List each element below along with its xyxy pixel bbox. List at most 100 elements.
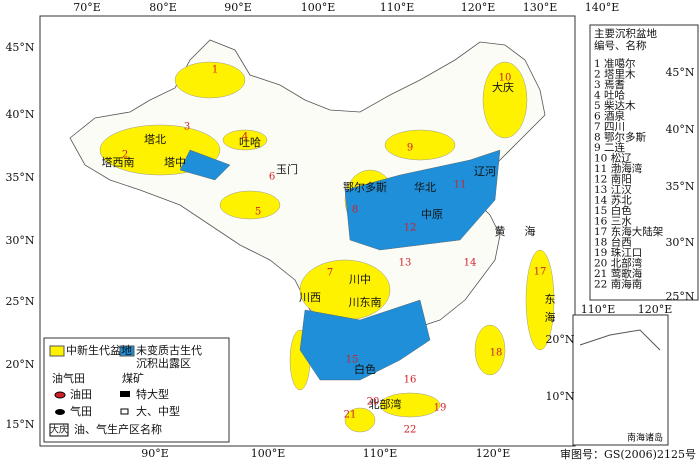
legend-swatch bbox=[119, 345, 135, 357]
inset-coast bbox=[579, 329, 661, 351]
lat-label: 30°N bbox=[5, 234, 34, 247]
list-item: 19 珠江口 bbox=[594, 246, 642, 259]
basin-number: 17 bbox=[534, 267, 547, 278]
list-title: 编号、名称 bbox=[594, 39, 647, 52]
lat-label: 15°N bbox=[5, 418, 34, 431]
list-item: 3 焉耆 bbox=[594, 79, 625, 91]
list-item: 9 二连 bbox=[594, 141, 626, 154]
basin-number: 19 bbox=[434, 403, 447, 414]
lon-label: 70°E bbox=[73, 1, 101, 14]
lon-label: 130°E bbox=[523, 1, 558, 14]
legend-text: 油田 bbox=[70, 387, 92, 401]
lon-label: 90°E bbox=[224, 1, 252, 14]
basin-number: 7 bbox=[327, 268, 333, 279]
lon-label: 100°E bbox=[251, 447, 286, 460]
basin-number: 11 bbox=[454, 180, 467, 191]
basin-number: 10 bbox=[499, 73, 512, 84]
inset-label: 120°E bbox=[638, 303, 673, 316]
list-item: 12 南阳 bbox=[594, 173, 632, 186]
list-item: 7 四川 bbox=[594, 121, 625, 133]
legend-text: 油气田 bbox=[52, 371, 85, 385]
legend-gas bbox=[55, 409, 65, 415]
inset-label: 20°N bbox=[545, 333, 574, 346]
list-item: 5 柴达木 bbox=[594, 99, 636, 112]
basin-number: 3 bbox=[184, 122, 190, 133]
list-item: 21 莺歌海 bbox=[594, 267, 643, 280]
inset-frame bbox=[572, 314, 669, 446]
lat-label: 35°N bbox=[665, 180, 694, 193]
lat-label: 20°N bbox=[5, 358, 34, 371]
list-item: 16 三水 bbox=[594, 216, 632, 228]
legend-example-box bbox=[49, 423, 69, 437]
list-item: 17 东海大陆架 bbox=[594, 225, 664, 238]
map-label: 海 bbox=[525, 224, 536, 238]
map-label: 塔西南 bbox=[102, 156, 135, 169]
list-item: 15 白色 bbox=[594, 204, 632, 217]
legend-box bbox=[43, 337, 230, 443]
basin-number: 6 bbox=[269, 172, 275, 183]
lat-label: 40°N bbox=[5, 108, 34, 121]
map-label: 华北 bbox=[414, 180, 436, 194]
lat-label: 45°N bbox=[5, 41, 34, 54]
basin-number: 12 bbox=[404, 223, 417, 234]
basin-number: 2 bbox=[122, 150, 128, 161]
basin-number: 1 bbox=[212, 65, 218, 76]
list-item: 8 鄂尔多斯 bbox=[594, 131, 647, 144]
inset-label: 110°E bbox=[581, 303, 616, 316]
list-item: 1 准噶尔 bbox=[594, 57, 636, 70]
map-label: 大庆 bbox=[492, 80, 514, 94]
map-label: 塔北 bbox=[144, 133, 166, 146]
list-item: 10 松辽 bbox=[594, 152, 632, 165]
basin-list-box bbox=[589, 24, 699, 301]
legend-text: 大、中型 bbox=[136, 404, 180, 418]
basin-number: 22 bbox=[404, 425, 417, 436]
legend-coal-huge bbox=[120, 391, 130, 397]
basin-number: 21 bbox=[344, 410, 357, 421]
legend-text: 沉积出露区 bbox=[136, 356, 191, 370]
inset-label: 10°N bbox=[545, 390, 574, 403]
legend-text: 中新生代盆地 bbox=[66, 343, 132, 357]
list-item: 4 吐哈 bbox=[594, 89, 626, 102]
basin-number: 14 bbox=[464, 258, 477, 269]
basin-number: 8 bbox=[352, 205, 358, 216]
legend-oil bbox=[54, 391, 66, 399]
legend-text: 油、气生产区名称 bbox=[74, 422, 162, 436]
map-label: 川西 bbox=[299, 291, 321, 304]
lon-label: 110°E bbox=[363, 447, 398, 460]
list-title: 主要沉积盆地 bbox=[594, 27, 657, 40]
map-label: 鄂尔多斯 bbox=[343, 180, 387, 194]
map-label: 吐哈 bbox=[239, 136, 261, 149]
lat-label: 25°N bbox=[5, 295, 34, 308]
list-item: 6 酒泉 bbox=[594, 110, 626, 123]
legend-text: 煤矿 bbox=[122, 372, 144, 385]
lat-label: 30°N bbox=[665, 236, 694, 249]
lon-label: 110°E bbox=[380, 1, 415, 14]
basin-number: 5 bbox=[255, 207, 261, 218]
basin-number: 16 bbox=[404, 375, 417, 386]
map-label: 辽河 bbox=[474, 165, 496, 178]
paleozoic-areas bbox=[179, 149, 501, 381]
lat-label: 45°N bbox=[665, 66, 694, 79]
basin-number: 4 bbox=[242, 132, 248, 143]
lat-label: 35°N bbox=[5, 171, 34, 184]
legend-text: 气田 bbox=[70, 404, 92, 418]
lat-label: 40°N bbox=[665, 123, 694, 136]
list-item: 11 渤海湾 bbox=[594, 162, 643, 175]
legend-text: 未变质古生代 bbox=[136, 343, 202, 357]
legend-text: 特大型 bbox=[136, 387, 169, 401]
map-label: 川东南 bbox=[349, 296, 382, 309]
list-item: 2 塔里木 bbox=[594, 68, 636, 81]
basin-number: 20 bbox=[367, 397, 380, 408]
map-label: 黄 bbox=[495, 224, 506, 238]
inset-title: 南海诸岛 bbox=[627, 432, 663, 444]
list-item: 18 台西 bbox=[594, 236, 632, 249]
map-label: 中原 bbox=[421, 208, 443, 221]
legend-coal-large bbox=[120, 408, 129, 415]
list-item: 13 江汉 bbox=[594, 184, 632, 196]
list-item: 14 苏北 bbox=[594, 194, 632, 207]
map-label: 海 bbox=[545, 310, 556, 324]
basin-number: 9 bbox=[407, 143, 413, 154]
lon-label: 140°E bbox=[585, 1, 620, 14]
map-label: 川中 bbox=[349, 273, 371, 286]
